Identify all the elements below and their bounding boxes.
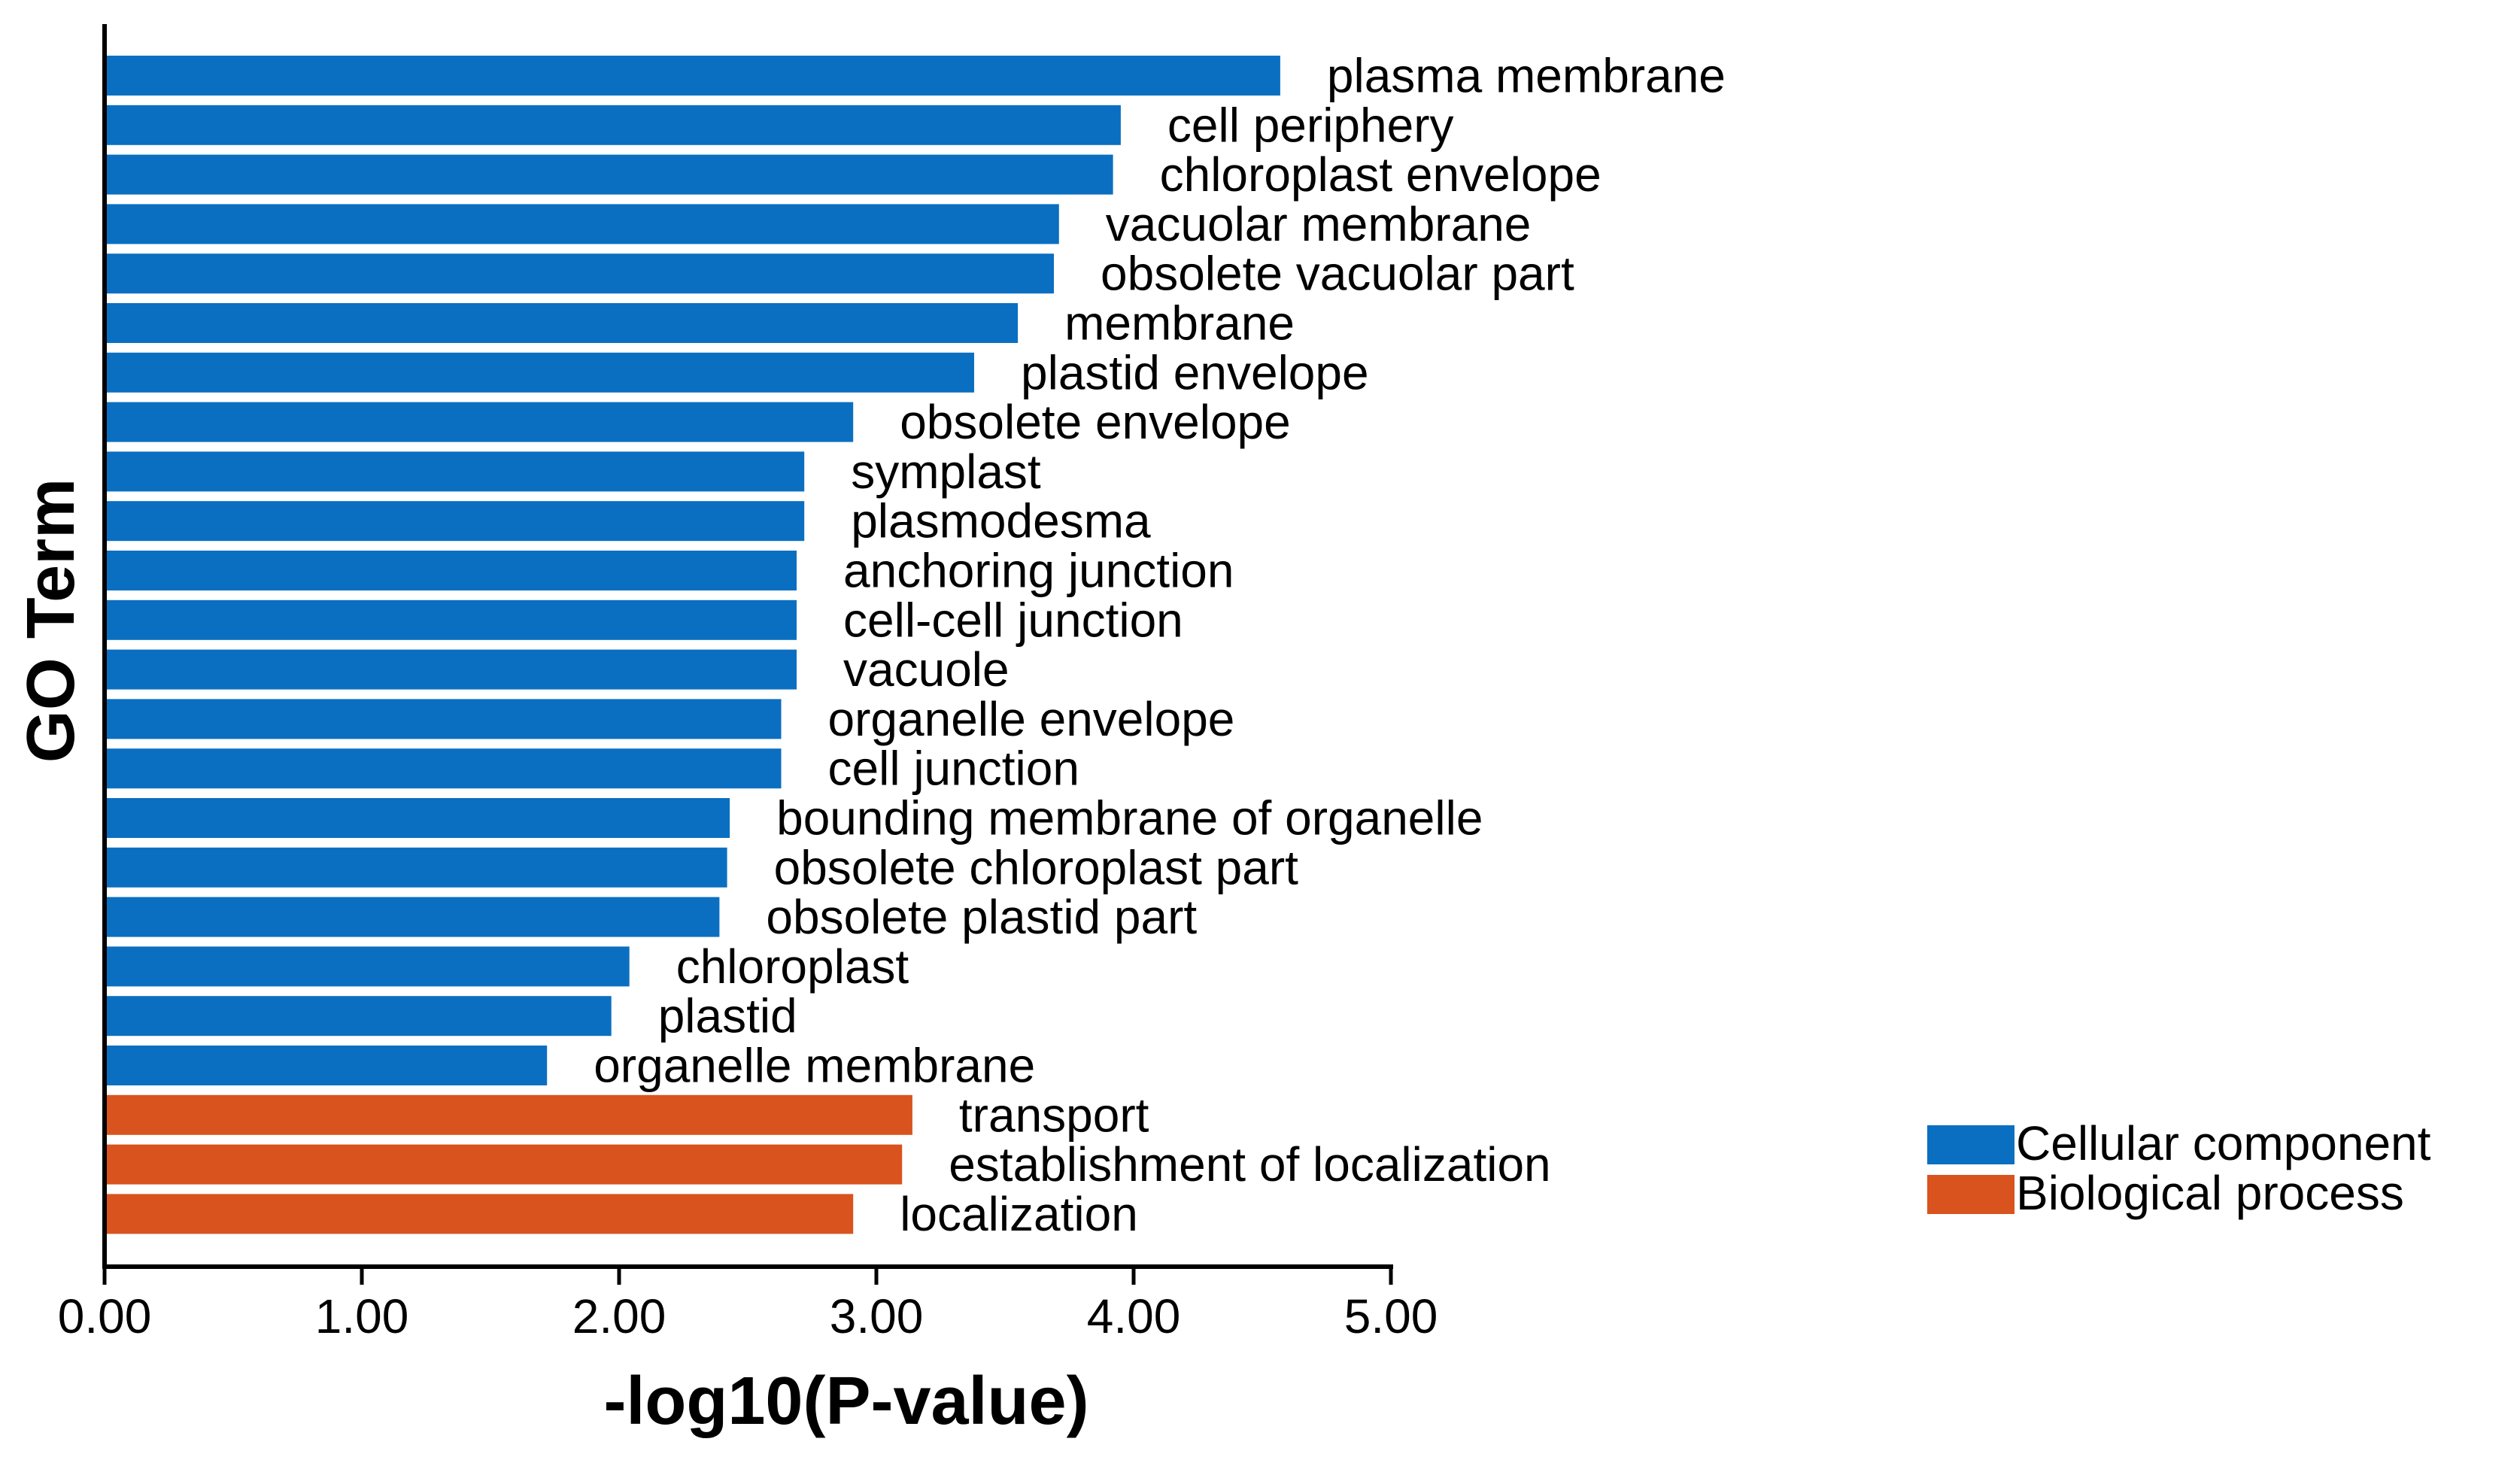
- bar: [105, 847, 727, 888]
- bar: [105, 451, 805, 492]
- bar: [105, 253, 1054, 294]
- bar: [105, 551, 797, 590]
- legend-label: Biological process: [2016, 1166, 2404, 1220]
- bar: [105, 204, 1059, 244]
- bar-label: cell-cell junction: [843, 593, 1183, 647]
- bar-label: obsolete vacuolar part: [1101, 247, 1574, 301]
- bar-label: localization: [900, 1187, 1138, 1241]
- bar: [105, 798, 730, 838]
- bar-label: organelle envelope: [828, 692, 1235, 746]
- bar-label: cell junction: [828, 742, 1079, 796]
- bar-label: plastid: [658, 989, 797, 1043]
- bar-label: vacuolar membrane: [1106, 197, 1532, 251]
- x-tick-label: 0.00: [58, 1289, 152, 1343]
- bar-label: membrane: [1064, 296, 1295, 351]
- bar-label: symplast: [851, 445, 1041, 499]
- x-tick-label: 3.00: [830, 1289, 924, 1343]
- bar: [105, 1046, 548, 1085]
- bar-label: bounding membrane of organelle: [776, 791, 1483, 845]
- bar-label: transport: [959, 1088, 1149, 1142]
- bar-label: cell periphery: [1167, 98, 1454, 152]
- legend-label: Cellular component: [2016, 1116, 2431, 1170]
- bar-label: chloroplast: [676, 939, 909, 994]
- bar: [105, 946, 630, 987]
- bar-label: plasmodesma: [851, 494, 1151, 548]
- legend-swatch: [1927, 1125, 2014, 1164]
- bar: [105, 649, 797, 690]
- bar: [105, 897, 720, 937]
- bar: [105, 56, 1280, 96]
- bar: [105, 699, 782, 739]
- bar: [105, 1094, 912, 1135]
- axes-layer: [102, 24, 1393, 1269]
- bar-label: obsolete plastid part: [766, 890, 1197, 944]
- bar: [105, 599, 797, 640]
- bar-label: obsolete envelope: [900, 395, 1291, 449]
- bar: [105, 1144, 903, 1185]
- x-tick-label: 2.00: [572, 1289, 666, 1343]
- bar-label: plastid envelope: [1021, 345, 1369, 399]
- x-tick-label: 5.00: [1344, 1289, 1438, 1343]
- legend-swatch: [1927, 1175, 2014, 1214]
- bar-label: anchoring junction: [843, 544, 1234, 598]
- x-tick-label: 4.00: [1087, 1289, 1181, 1343]
- bar: [105, 352, 974, 393]
- bar: [105, 501, 805, 542]
- bar-label: obsolete chloroplast part: [774, 840, 1299, 894]
- bar-label: vacuole: [843, 642, 1010, 697]
- ticks-layer: 0.00 1.00 2.00 3.00 4.00 5.00: [58, 1267, 1438, 1343]
- bar: [105, 303, 1019, 343]
- bar-label: plasma membrane: [1327, 49, 1726, 103]
- bars-layer: [105, 56, 1280, 1234]
- bar-label: organelle membrane: [594, 1039, 1035, 1093]
- bar: [105, 996, 612, 1037]
- bar: [105, 402, 854, 442]
- bar-label: establishment of localization: [949, 1137, 1550, 1191]
- y-axis-title: GO Term: [14, 478, 89, 763]
- bar: [105, 748, 782, 789]
- bar-label: chloroplast envelope: [1160, 147, 1602, 202]
- x-axis-title: -log10(P-value): [603, 1364, 1088, 1439]
- x-tick-label: 1.00: [315, 1289, 409, 1343]
- bar: [105, 154, 1113, 195]
- bar: [105, 1194, 854, 1234]
- bar: [105, 105, 1121, 145]
